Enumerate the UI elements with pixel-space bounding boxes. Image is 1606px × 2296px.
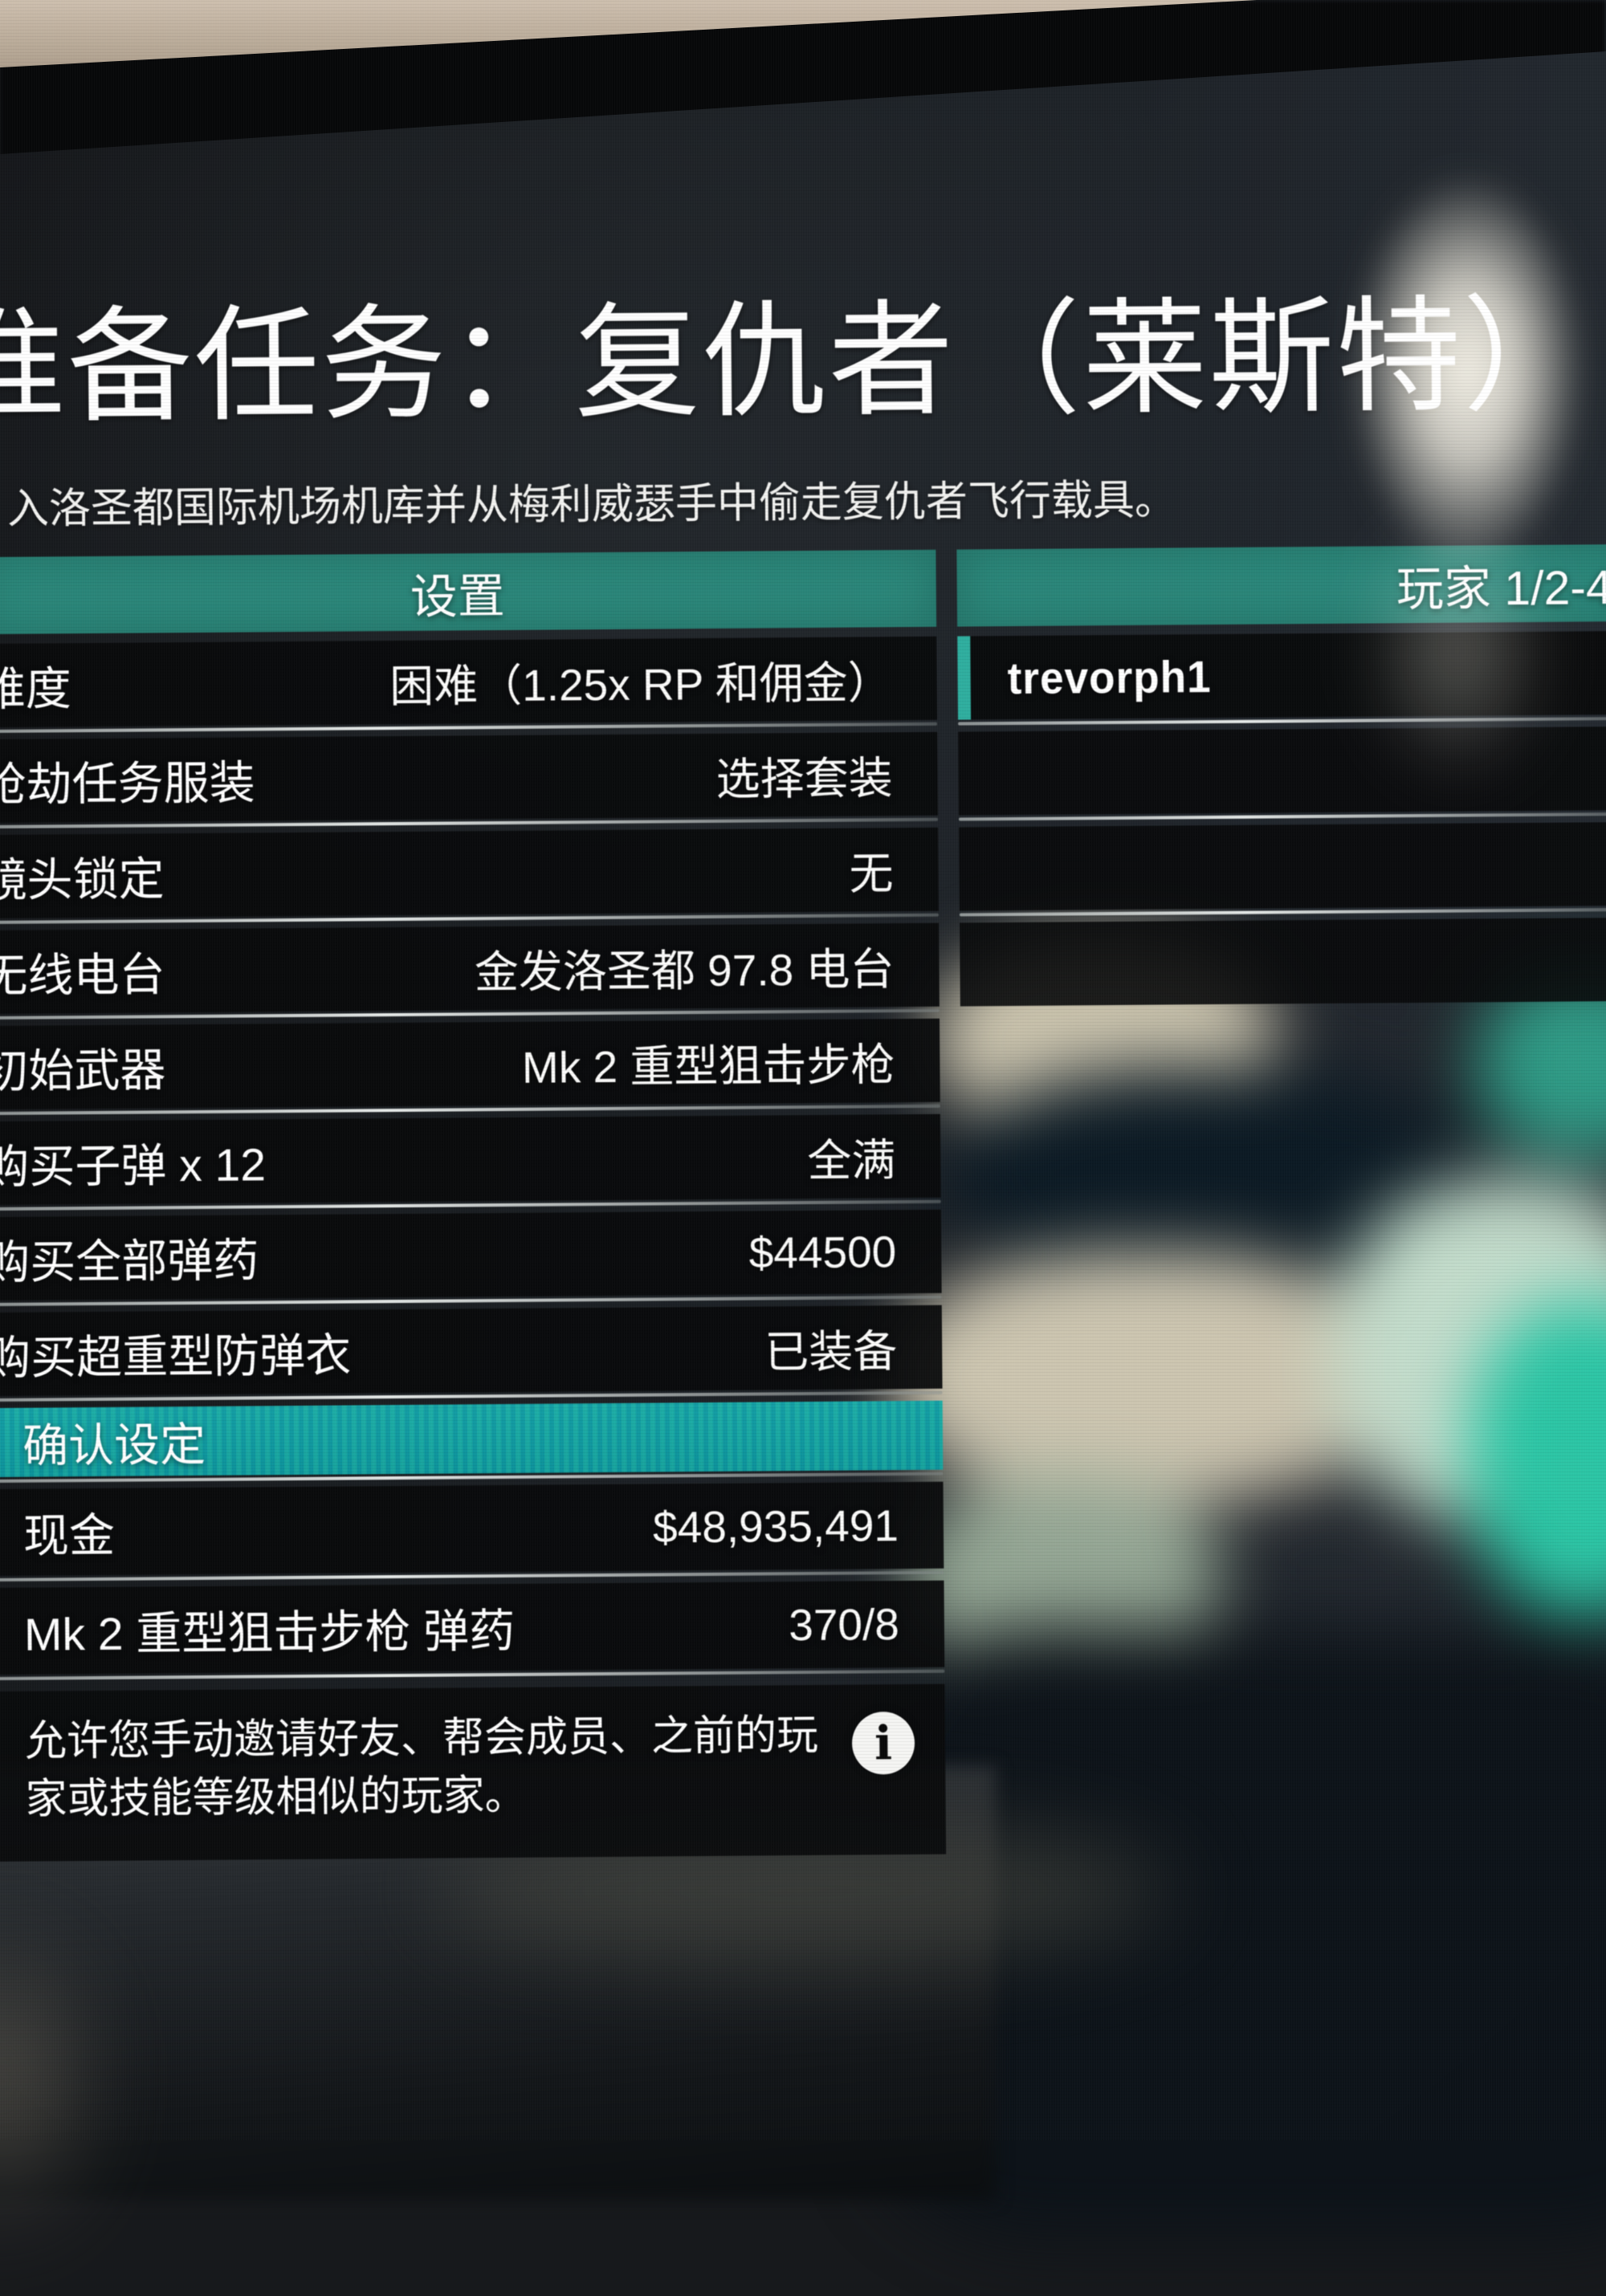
player-row-selected[interactable]: trevorph1 [957,630,1606,720]
mission-subtitle: 入洛圣都国际机场机库并从梅利威瑟手中偷走复仇者飞行载具。 [6,477,1177,533]
panels: 设置 难度 困难（1.25x RP 和佣金） 抢劫任务服装 选择套装 镜头锁定 … [0,543,1606,1862]
blur-blob [1478,971,1606,1156]
empty-player-slot [960,917,1606,1007]
empty-player-slot [958,726,1606,816]
mission-title: 准备任务：复仇者（莱斯特） [0,286,1591,439]
setting-row-buy-clips[interactable]: 购买子弹 x 12 全满 [0,1113,941,1206]
setting-row-starting-weapon[interactable]: 初始武器 Mk 2 重型狙击步枪 [0,1018,940,1110]
confirm-settings-button[interactable]: 确认设定 [0,1400,944,1478]
setting-label: 难度 [0,663,71,716]
settings-panel: 设置 难度 困难（1.25x RP 和佣金） 抢劫任务服装 选择套装 镜头锁定 … [0,549,947,1862]
setting-value: 全满 [807,1135,896,1187]
setting-value: $44500 [748,1227,897,1278]
setting-label: 初始武器 [0,1044,166,1098]
setting-row-radio[interactable]: 无线电台 金发洛圣都 97.8 电台 [0,922,940,1015]
setting-label: 抢劫任务服装 [0,757,255,812]
setting-value: 无 [849,849,894,899]
left-edge-reflection [0,1862,137,2296]
players-panel: 玩家 1/2-4 trevorph1 [956,543,1606,1007]
summary-row-ammo: Mk 2 重型狙击步枪 弹药 370/8 [0,1580,945,1675]
blur-blob [891,1252,1405,1501]
player-name: trevorph1 [1007,650,1212,703]
setting-label: 镜头锁定 [0,853,165,907]
blur-blob [1469,1301,1606,1614]
setting-row-camera-lock[interactable]: 镜头锁定 无 [0,827,939,919]
settings-header: 设置 [0,549,937,635]
info-icon: i [851,1711,915,1775]
players-header: 玩家 1/2-4 [956,543,1606,627]
setting-label: 购买全部弹药 [0,1235,259,1289]
setting-value: 已装备 [764,1326,898,1378]
setting-row-buy-all-ammo[interactable]: 购买全部弹药 $44500 [0,1209,942,1301]
setting-value: 困难（1.25x RP 和佣金） [389,657,892,712]
blurred-game-scene [875,923,1606,2240]
setting-label: 购买超重型防弹衣 [0,1329,352,1385]
setting-row-heist-outfit[interactable]: 抢劫任务服装 选择套装 [0,731,938,824]
setting-value: Mk 2 重型狙击步枪 [521,1040,895,1093]
summary-label: 现金 [22,1509,116,1562]
setting-label: 无线电台 [0,949,165,1003]
invite-info-panel: i 允许您手动邀请好友、帮会成员、之前的玩家或技能等级相似的玩家。 [0,1683,947,1862]
setting-label: 购买子弹 x 12 [0,1139,267,1194]
setting-value: 金发洛圣都 97.8 电台 [474,944,895,998]
setting-row-buy-super-heavy-armor[interactable]: 购买超重型防弹衣 已装备 [0,1305,943,1397]
empty-player-slot [959,821,1606,911]
setting-row-difficulty[interactable]: 难度 困难（1.25x RP 和佣金） [0,636,938,728]
invite-info-text: 允许您手动邀请好友、帮会成员、之前的玩家或技能等级相似的玩家。 [24,1712,819,1823]
setting-value: 选择套装 [715,753,893,804]
summary-value: $48,935,491 [652,1500,899,1553]
summary-value: 370/8 [789,1599,900,1651]
summary-label: Mk 2 重型狙击步枪 弹药 [23,1605,516,1661]
summary-row-cash: 现金 $48,935,491 [0,1481,944,1577]
